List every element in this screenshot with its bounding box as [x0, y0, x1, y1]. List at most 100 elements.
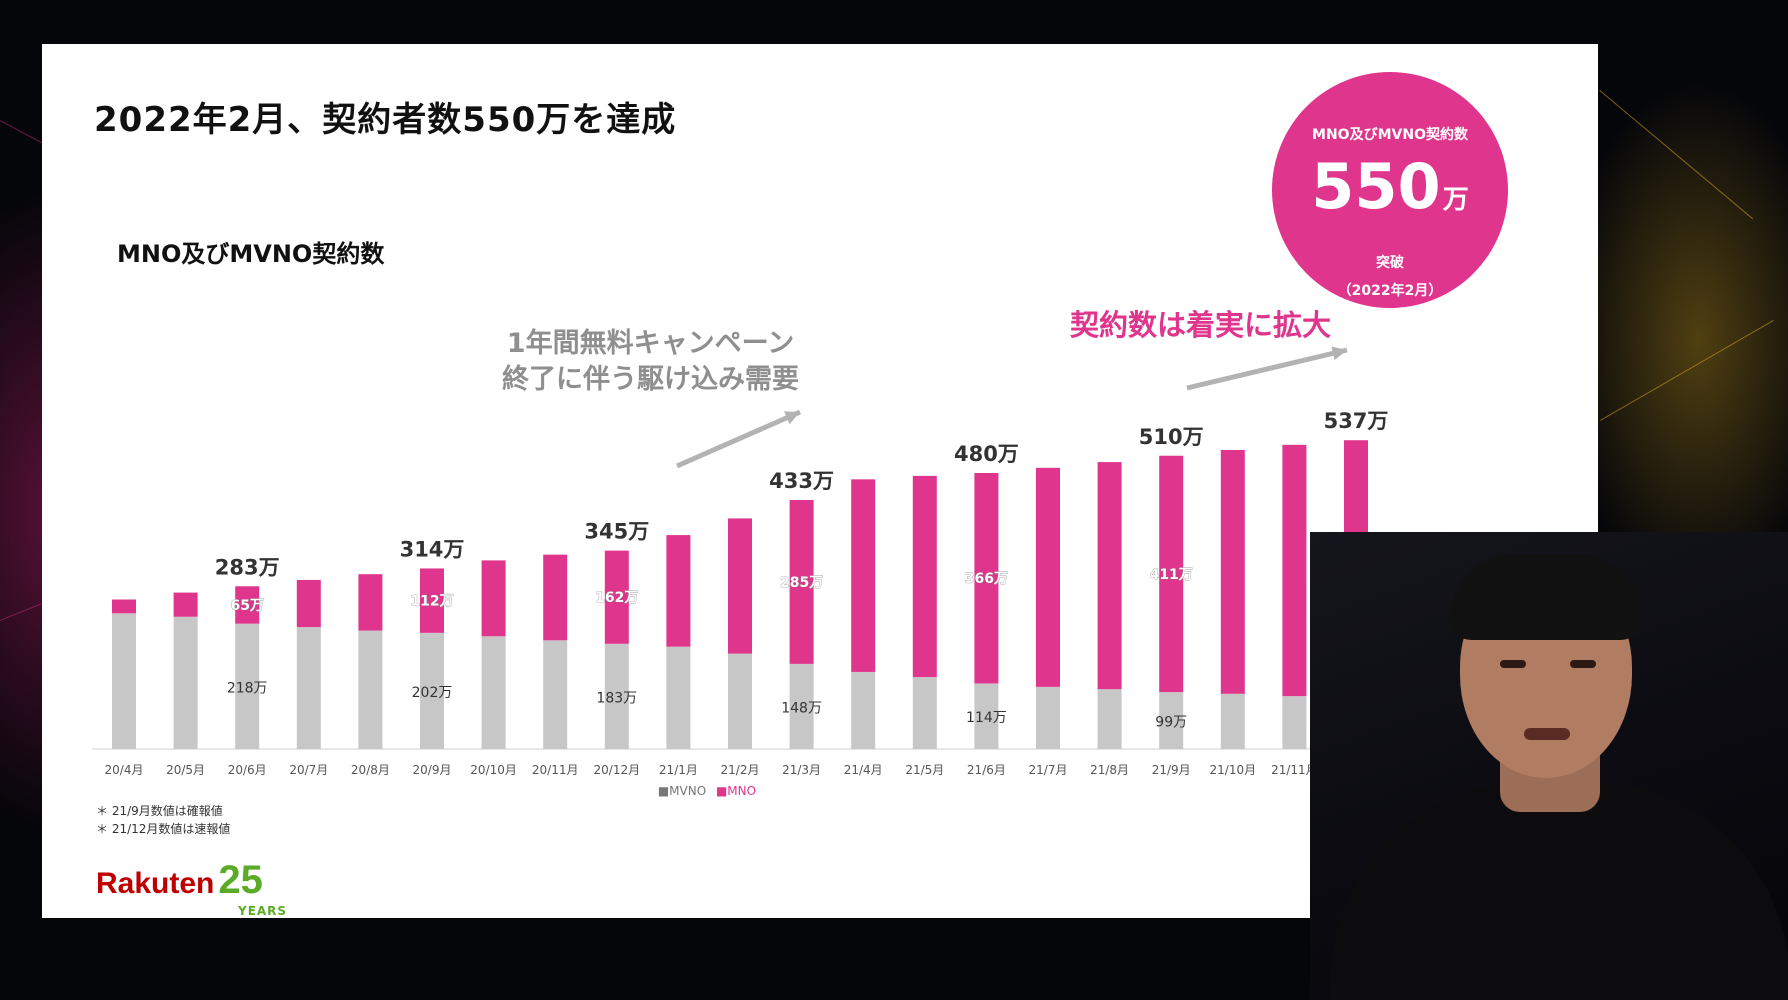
total-label: 537万	[1324, 409, 1389, 433]
bar-mno	[1220, 450, 1245, 694]
total-label: 283万	[215, 555, 280, 579]
bar-mno	[604, 550, 629, 644]
bar-mno	[358, 574, 383, 631]
bar-mno	[481, 560, 506, 637]
mvno-value-label: 183万	[596, 690, 637, 706]
bar-mno	[789, 500, 814, 664]
x-tick-label: 21/2月	[721, 763, 760, 777]
bar-mvno	[1220, 693, 1245, 749]
bar-mvno	[974, 683, 999, 749]
mno-value-label: 65万	[230, 598, 263, 614]
total-label: 345万	[584, 520, 649, 544]
x-tick-label: 20/11月	[532, 763, 579, 777]
total-label: 314万	[400, 537, 465, 561]
total-label: 480万	[954, 442, 1019, 466]
bar-mvno	[420, 632, 444, 749]
campaign-arrow-head	[784, 411, 800, 425]
mvno-value-label: 218万	[227, 680, 268, 696]
footnote: ＊ 21/9月数値は確報値	[96, 804, 223, 818]
mvno-value-label: 99万	[1155, 715, 1187, 731]
bar-mvno	[296, 627, 321, 749]
subscriber-badge: MNO及びMVNO契約数 550万 突破 （2022年2月）	[1272, 72, 1508, 308]
badge-label: MNO及びMVNO契約数	[1312, 127, 1468, 143]
slide-title: 2022年2月、契約者数550万を達成	[94, 100, 677, 140]
x-tick-label: 21/8月	[1090, 763, 1129, 777]
mvno-value-label: 202万	[412, 685, 453, 701]
campaign-arrow	[675, 409, 802, 469]
bar-mvno	[851, 671, 876, 749]
x-tick-label: 21/4月	[844, 763, 883, 777]
x-tick-label: 20/9月	[413, 763, 452, 777]
x-tick-label: 21/1月	[659, 763, 698, 777]
bar-mno	[235, 586, 260, 624]
bar-mno	[912, 475, 937, 678]
mno-value-label: 411万	[1150, 567, 1193, 583]
legend-mno: ■MNO	[716, 784, 756, 798]
mno-value-label: 366万	[965, 571, 1008, 587]
logo-years: YEARS	[238, 904, 288, 918]
bar-mvno	[235, 623, 260, 749]
total-label: 510万	[1139, 425, 1204, 449]
bar-mno	[1097, 462, 1122, 690]
presenter-eye	[1500, 660, 1526, 668]
x-tick-label: 20/5月	[166, 763, 205, 777]
campaign-note-line1: 1年間無料キャンペーン	[506, 328, 795, 359]
bar-mno	[728, 518, 752, 654]
mno-value-label: 285万	[780, 575, 823, 591]
footnote: ＊ 21/12月数値は速報値	[96, 822, 231, 836]
bar-mvno	[543, 640, 568, 749]
campaign-note-line2: 終了に伴う駆け込み需要	[502, 364, 799, 395]
growth-headline: 契約数は着実に拡大	[1070, 308, 1332, 342]
bar-mvno	[1036, 686, 1060, 749]
bar-mno	[1159, 455, 1184, 693]
growth-arrow-head	[1331, 346, 1347, 361]
rakuten-25-years-logo: Rakuten 25 YEARS	[96, 858, 286, 918]
bar-mno	[851, 479, 876, 672]
bar-mvno	[604, 643, 629, 749]
bar-mno	[420, 568, 444, 633]
badge-date: （2022年2月）	[1337, 283, 1443, 299]
bar-mvno	[728, 653, 752, 749]
bar-mvno	[666, 646, 691, 749]
x-tick-label: 21/6月	[967, 763, 1006, 777]
x-tick-label: 20/10月	[470, 763, 517, 777]
x-tick-label: 21/11月	[1271, 763, 1318, 777]
campaign-note: 1年間無料キャンペーン 終了に伴う駆け込み需要	[502, 326, 799, 398]
x-tick-label: 20/4月	[105, 763, 144, 777]
mno-value-label: 112万	[410, 594, 453, 610]
x-tick-label: 21/9月	[1152, 763, 1191, 777]
bar-mno	[974, 473, 999, 684]
x-tick-label: 20/6月	[228, 763, 267, 777]
presenter-video	[1310, 532, 1788, 1000]
x-tick-label: 21/3月	[782, 763, 821, 777]
presenter-eye	[1570, 660, 1596, 668]
x-tick-label: 20/7月	[289, 763, 328, 777]
logo-number: 25	[218, 858, 263, 902]
bar-mvno	[789, 663, 814, 749]
total-label: 433万	[769, 469, 834, 493]
bar-mno	[296, 579, 321, 628]
badge-sub: 突破	[1376, 255, 1404, 271]
bar-mvno	[1282, 696, 1307, 749]
bar-mno	[543, 554, 568, 641]
chart-subtitle: MNO及びMVNO契約数	[117, 240, 385, 268]
presenter-hair	[1450, 554, 1642, 640]
bar-mvno	[481, 636, 506, 749]
footnotes: ＊ 21/9月数値は確報値 ＊ 21/12月数値は速報値	[96, 802, 230, 838]
badge-value-row: 550万	[1272, 150, 1508, 223]
growth-arrow	[1186, 347, 1348, 391]
bar-mno	[1282, 444, 1307, 697]
x-tick-label: 21/10月	[1210, 763, 1257, 777]
presenter-mouth	[1524, 728, 1570, 740]
bar-mno	[173, 592, 198, 617]
bar-mvno	[173, 616, 198, 749]
logo-wordmark: Rakuten	[96, 867, 215, 900]
x-tick-label: 21/5月	[905, 763, 944, 777]
bar-mno	[112, 599, 136, 614]
mno-value-label: 162万	[595, 590, 638, 606]
x-tick-label: 21/7月	[1029, 763, 1068, 777]
mvno-value-label: 148万	[781, 700, 822, 716]
x-tick-label: 20/12月	[594, 763, 641, 777]
bar-mvno	[1159, 692, 1184, 749]
badge-value: 550	[1311, 150, 1441, 223]
